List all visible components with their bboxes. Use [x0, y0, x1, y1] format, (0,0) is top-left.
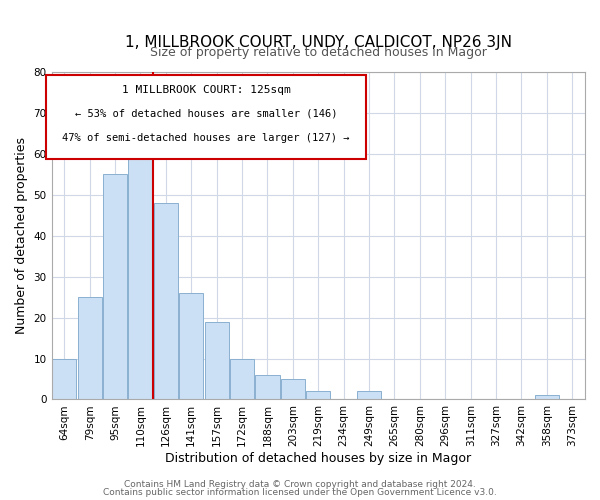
Text: ← 53% of detached houses are smaller (146): ← 53% of detached houses are smaller (14…	[75, 108, 337, 118]
Bar	[154, 203, 178, 400]
Bar	[230, 358, 254, 400]
Text: 1 MILLBROOK COURT: 125sqm: 1 MILLBROOK COURT: 125sqm	[122, 85, 290, 95]
Text: Size of property relative to detached houses in Magor: Size of property relative to detached ho…	[150, 46, 487, 59]
Text: Contains public sector information licensed under the Open Government Licence v3: Contains public sector information licen…	[103, 488, 497, 497]
Y-axis label: Number of detached properties: Number of detached properties	[15, 137, 28, 334]
X-axis label: Distribution of detached houses by size in Magor: Distribution of detached houses by size …	[165, 452, 472, 465]
Bar	[205, 322, 229, 400]
Bar	[357, 392, 381, 400]
Bar	[128, 142, 152, 400]
Bar	[103, 174, 127, 400]
Bar	[306, 392, 331, 400]
Text: Contains HM Land Registry data © Crown copyright and database right 2024.: Contains HM Land Registry data © Crown c…	[124, 480, 476, 489]
Bar	[256, 375, 280, 400]
Text: 47% of semi-detached houses are larger (127) →: 47% of semi-detached houses are larger (…	[62, 132, 350, 142]
Bar	[179, 293, 203, 400]
Bar	[535, 396, 559, 400]
Bar	[77, 297, 102, 400]
Bar	[52, 358, 76, 400]
Bar	[281, 379, 305, 400]
FancyBboxPatch shape	[46, 76, 366, 159]
Title: 1, MILLBROOK COURT, UNDY, CALDICOT, NP26 3JN: 1, MILLBROOK COURT, UNDY, CALDICOT, NP26…	[125, 35, 512, 50]
